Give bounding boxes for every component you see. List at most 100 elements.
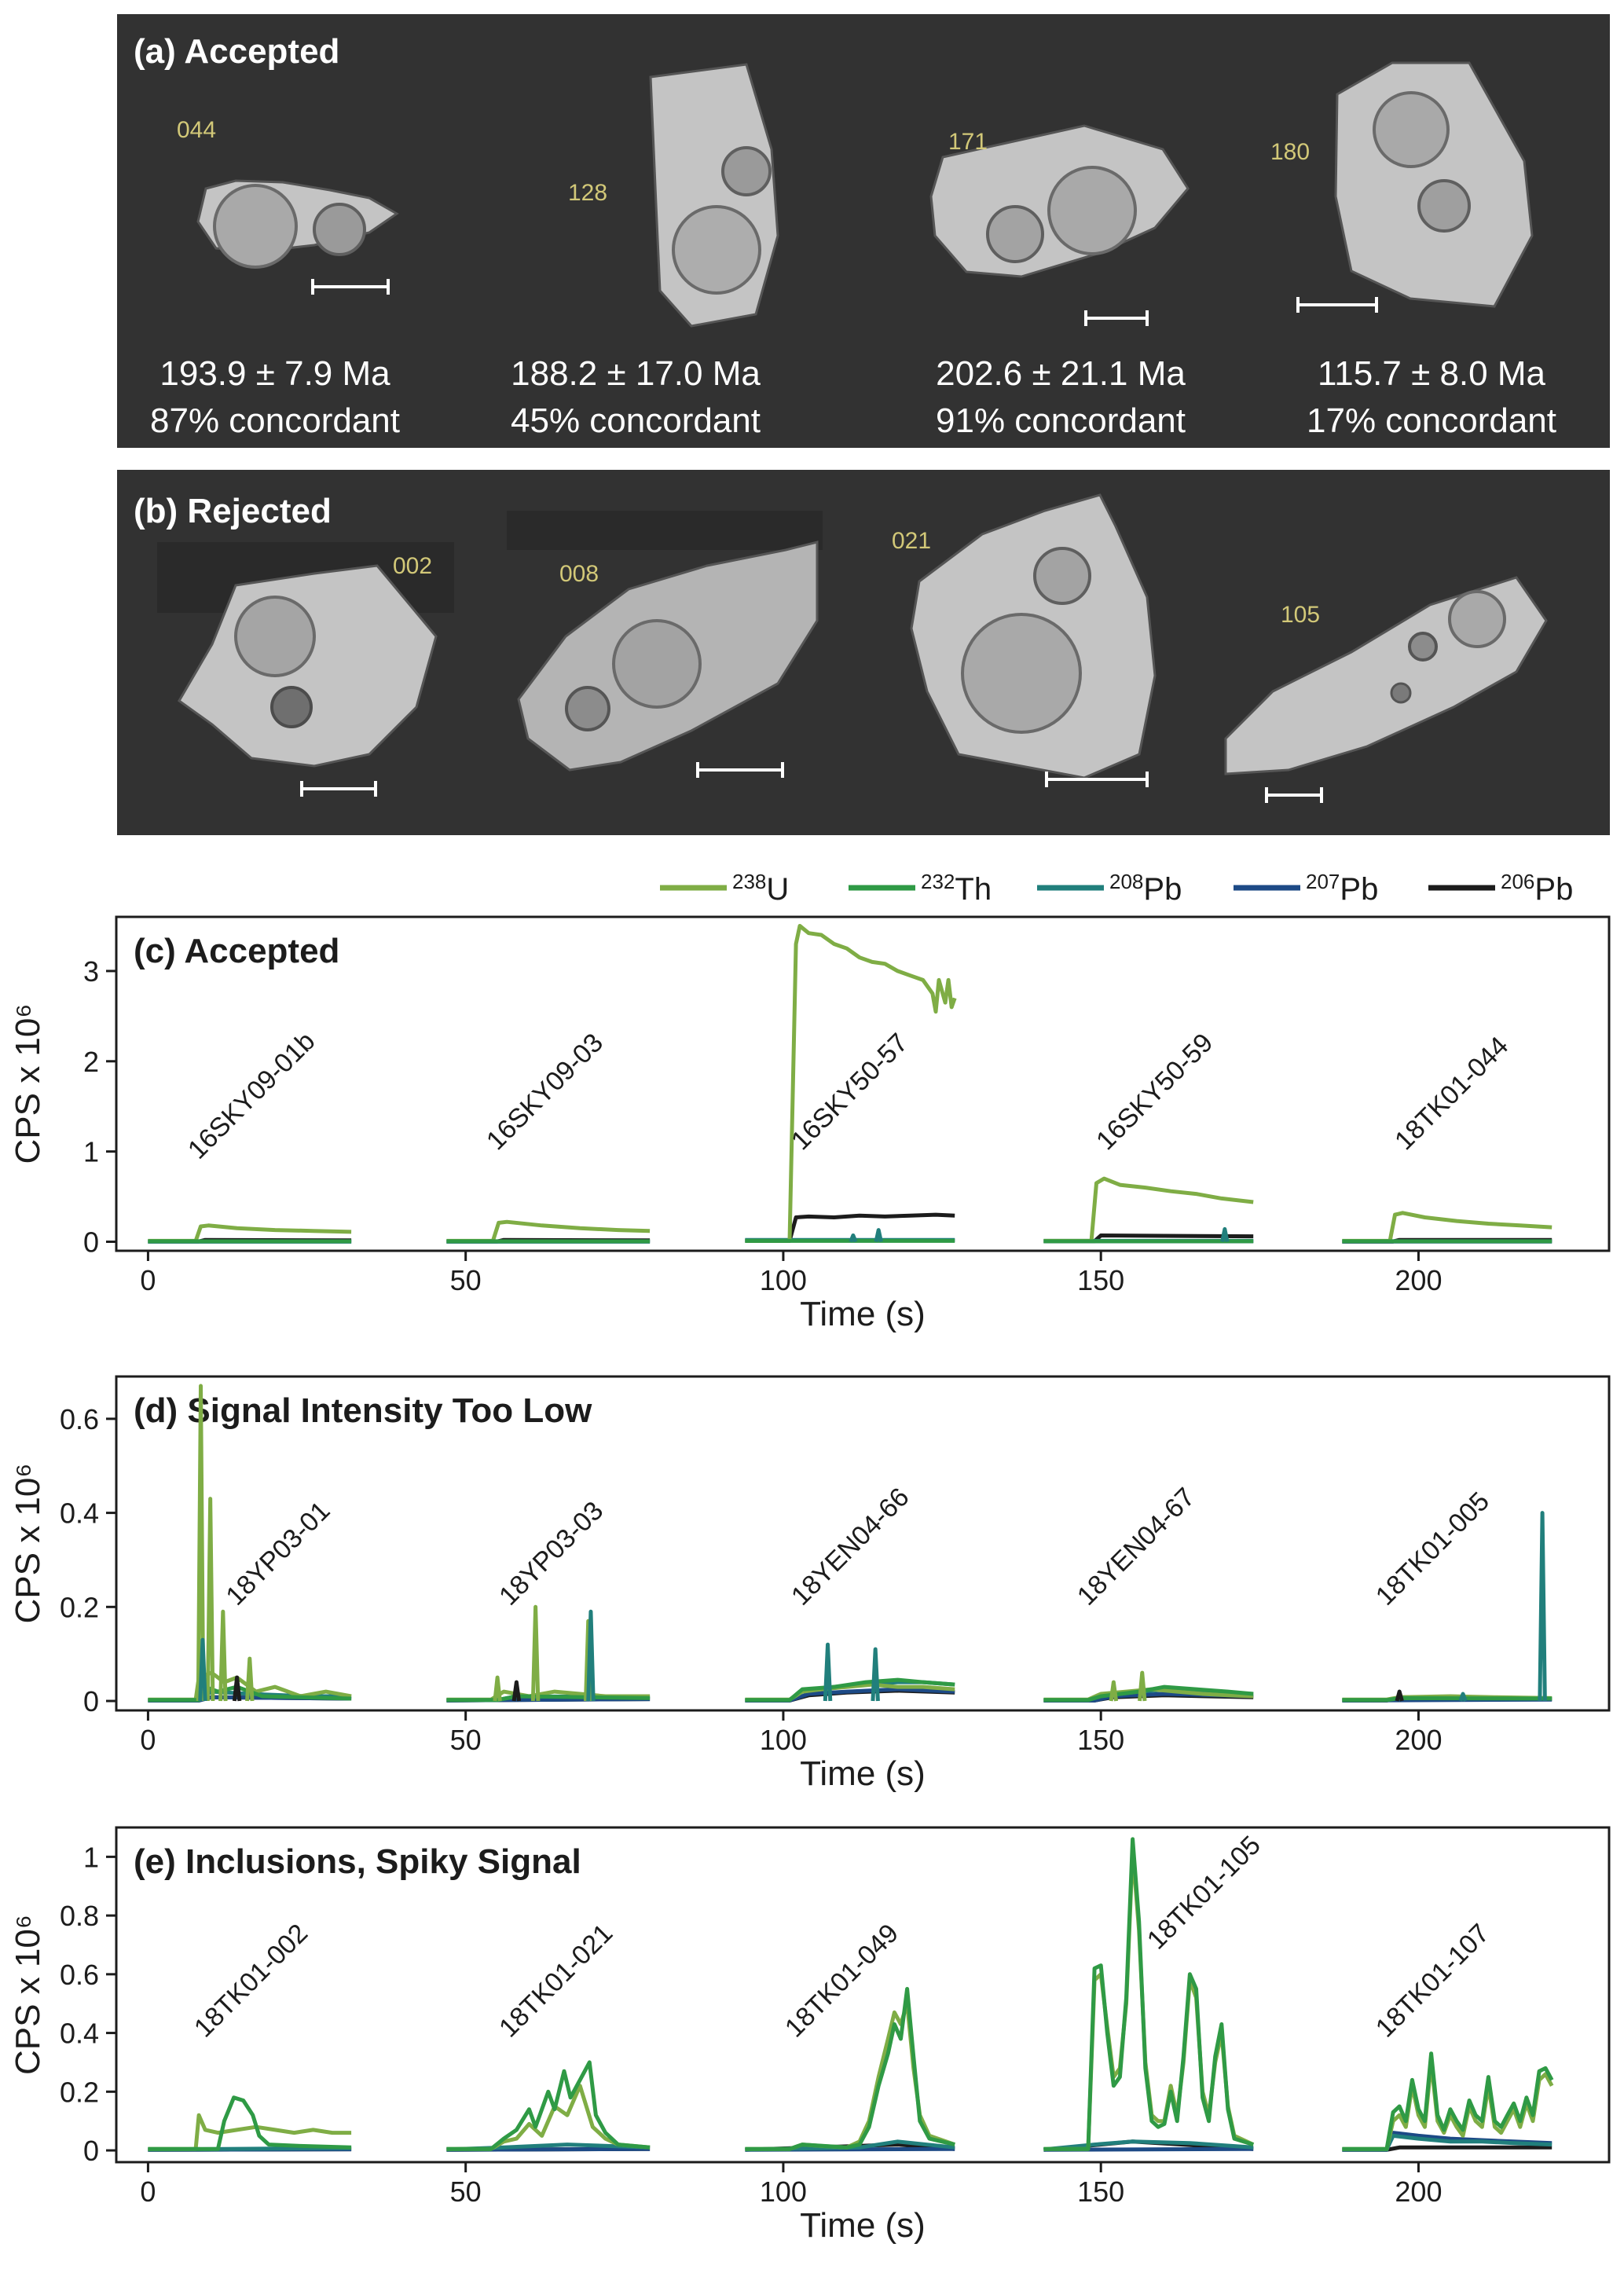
- inclusion-circle: [1373, 91, 1450, 168]
- grain-image-180: 180 115.7 ± 8.0 Ma 17% concordant: [1270, 61, 1556, 440]
- inclusion-circle: [1390, 682, 1412, 704]
- signal-spike: [198, 1637, 207, 1702]
- grain-image-105: 105: [1224, 576, 1548, 803]
- chart-title: (c) Accepted: [134, 932, 339, 970]
- x-tick-label: 150: [1077, 1264, 1124, 1296]
- scale-bar: [1265, 787, 1323, 803]
- scale-bar: [300, 781, 377, 797]
- inclusion-circle: [1448, 590, 1506, 648]
- x-axis-label: Time (s): [800, 1754, 926, 1793]
- y-tick-label: 1: [83, 1136, 99, 1168]
- series-line-th232: [745, 1987, 955, 2151]
- grain-image-002: 002: [178, 553, 438, 797]
- inclusion-circle: [213, 184, 298, 269]
- signal-spike: [196, 1384, 206, 1702]
- series-line-th232: [1342, 2051, 1554, 2151]
- series-line-u238: [148, 2113, 352, 2151]
- series-line-pb208: [745, 2139, 955, 2152]
- grain-concordance: 17% concordant: [1307, 401, 1556, 440]
- inclusion-circle: [721, 146, 772, 196]
- x-tick-label: 0: [140, 2176, 156, 2208]
- panel-b: (b) Rejected 002 008 021: [117, 470, 1610, 835]
- inclusion-circle: [565, 686, 610, 731]
- series-line-u238: [1342, 1211, 1553, 1243]
- signal-spike: [849, 1233, 858, 1243]
- x-tick-label: 100: [760, 1264, 807, 1296]
- legend-item-th232: 232Th: [849, 870, 992, 907]
- signal-spike: [823, 1642, 833, 1702]
- x-tick-label: 200: [1395, 1264, 1442, 1296]
- scale-bar: [1045, 772, 1149, 787]
- series-line-pb206: [745, 1212, 955, 1243]
- inclusion-circle: [313, 203, 366, 256]
- scale-bar: [696, 762, 784, 778]
- y-tick-label: 1: [83, 1841, 99, 1873]
- grain-label: 180: [1270, 139, 1310, 165]
- grain-image-008: 008: [517, 541, 819, 778]
- inclusion-circle: [672, 205, 761, 295]
- x-tick-label: 150: [1077, 1724, 1124, 1756]
- inclusion-circle: [234, 596, 316, 677]
- signal-spike: [232, 1675, 242, 1702]
- grain-age: 202.6 ± 21.1 Ma: [936, 354, 1186, 393]
- y-tick-label: 0.2: [60, 2076, 99, 2108]
- series-line-th232: [1043, 1837, 1254, 2151]
- signal-spike: [871, 1647, 880, 1702]
- signal-spike: [511, 1680, 522, 1702]
- signal-spike: [218, 1609, 228, 1702]
- grain-concordance: 91% concordant: [936, 401, 1186, 440]
- y-tick-label: 0: [83, 1226, 99, 1259]
- plot-frame: [115, 1375, 1611, 1712]
- series-line-th232: [1342, 1695, 1553, 1703]
- grain-image-044: 044 193.9 ± 7.9 Ma 87% concordant: [150, 117, 400, 440]
- legend-item-pb208: 208Pb: [1037, 870, 1182, 907]
- inclusion-circle: [1047, 166, 1137, 255]
- series-line-u238: [446, 1219, 651, 1243]
- grain-concordance: 45% concordant: [511, 401, 761, 440]
- x-tick-label: 200: [1395, 2176, 1442, 2208]
- signal-spike: [1138, 1670, 1147, 1702]
- series-line-th232: [745, 1677, 955, 1703]
- inclusion-circle: [270, 686, 313, 728]
- grain-concordance: 87% concordant: [150, 401, 400, 440]
- grain-image-128: 128 188.2 ± 17.0 Ma 45% concordant: [511, 63, 779, 440]
- grain-age: 193.9 ± 7.9 Ma: [159, 354, 390, 393]
- x-tick-label: 200: [1395, 1724, 1442, 1756]
- legend-label: 238U: [732, 870, 789, 907]
- x-tick-label: 50: [450, 1724, 482, 1756]
- series-line-th232: [148, 2095, 352, 2151]
- signal-spike: [1109, 1680, 1119, 1702]
- x-axis-label: Time (s): [800, 1295, 926, 1333]
- chart-panel-d: (d) Signal Intensity Too Low 0 50 100 150 200…: [9, 1375, 1611, 1793]
- grain-age: 188.2 ± 17.0 Ma: [511, 354, 761, 393]
- chart-panel-e: (e) Inclusions, Spiky Signal 0 50 100 150 200…: [9, 1826, 1611, 2245]
- x-tick-label: 50: [450, 2176, 482, 2208]
- x-tick-label: 150: [1077, 2176, 1124, 2208]
- grain-label: 171: [948, 129, 988, 155]
- legend-item-pb207: 207Pb: [1234, 870, 1378, 907]
- x-tick-label: 100: [760, 1724, 807, 1756]
- panel-a-title: (a) Accepted: [134, 32, 339, 71]
- grain-label: 021: [892, 528, 931, 554]
- signal-spike: [874, 1228, 883, 1243]
- y-tick-label: 0.6: [60, 1959, 99, 1991]
- series-line-u238: [745, 924, 957, 1243]
- signal-spike: [1458, 1692, 1468, 1702]
- y-tick-label: 0.2: [60, 1591, 99, 1623]
- inclusion-circle: [1417, 179, 1471, 233]
- y-tick-label: 0: [83, 2135, 99, 2167]
- scale-bar: [1084, 310, 1149, 326]
- grain-label: 105: [1281, 602, 1320, 628]
- inclusion-circle: [986, 205, 1044, 263]
- chart-title: (d) Signal Intensity Too Low: [134, 1391, 592, 1430]
- signal-spike: [1538, 1511, 1547, 1702]
- series-line-pb208: [1043, 2139, 1254, 2152]
- grain-label: 008: [559, 561, 599, 587]
- legend-label: 207Pb: [1306, 870, 1378, 907]
- signal-spike: [245, 1656, 255, 1702]
- signal-spike: [205, 1497, 215, 1702]
- grain-label: 002: [393, 553, 432, 579]
- grain-image-021: 021: [892, 493, 1157, 787]
- y-tick-label: 0: [83, 1685, 99, 1717]
